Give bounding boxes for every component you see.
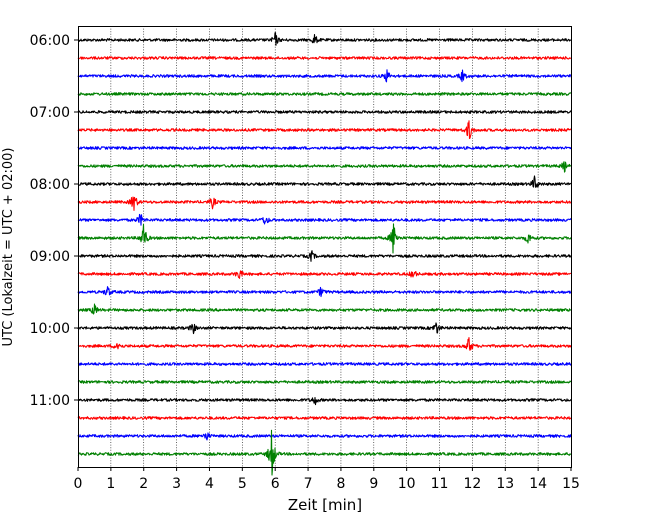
trace-1145 bbox=[77, 429, 572, 476]
y-axis-ticks: 06:00 07:00 08:00 09:00 10:00 11:00 bbox=[30, 33, 78, 409]
y-tick-label: 07:00 bbox=[30, 105, 70, 121]
y-axis-label: UTC (Lokalzeit = UTC + 02:00) bbox=[1, 148, 16, 347]
y-tick-label: 08:00 bbox=[30, 177, 70, 193]
trace-0930 bbox=[77, 286, 572, 298]
x-tick-label: 12 bbox=[463, 476, 481, 492]
x-tick-label: 5 bbox=[238, 476, 247, 492]
trace-1130 bbox=[77, 432, 572, 441]
trace-0800 bbox=[77, 175, 572, 188]
x-tick-label: 7 bbox=[304, 476, 313, 492]
trace-0715 bbox=[77, 120, 572, 140]
plot-frame bbox=[78, 26, 572, 468]
trace-0700 bbox=[77, 110, 572, 114]
trace-0900 bbox=[77, 250, 572, 262]
trace-0945 bbox=[77, 303, 572, 315]
y-tick-label: 10:00 bbox=[30, 321, 70, 337]
x-tick-label: 6 bbox=[271, 476, 280, 492]
trace-0915 bbox=[77, 270, 572, 279]
trace-1030 bbox=[77, 362, 572, 366]
trace-0830 bbox=[77, 213, 572, 226]
trace-1115 bbox=[77, 416, 572, 420]
trace-1100 bbox=[77, 396, 572, 406]
seismic-traces bbox=[77, 32, 572, 476]
trace-0845 bbox=[77, 223, 572, 254]
trace-1045 bbox=[77, 380, 572, 384]
x-tick-label: 8 bbox=[336, 476, 345, 492]
trace-0645 bbox=[77, 92, 572, 96]
trace-0815 bbox=[77, 196, 572, 211]
x-axis-ticks: 0 1 2 3 4 5 6 7 8 9 10 11 12 13 14 15 bbox=[74, 467, 580, 492]
trace-0730 bbox=[77, 146, 572, 150]
x-tick-label: 15 bbox=[562, 476, 580, 492]
x-tick-label: 14 bbox=[529, 476, 547, 492]
trace-1000 bbox=[77, 322, 572, 335]
x-tick-label: 2 bbox=[139, 476, 148, 492]
x-tick-label: 11 bbox=[431, 476, 449, 492]
grid-lines bbox=[110, 26, 539, 467]
trace-0615 bbox=[77, 56, 572, 60]
x-tick-label: 13 bbox=[496, 476, 514, 492]
trace-0745 bbox=[77, 161, 572, 173]
y-tick-label: 06:00 bbox=[30, 33, 70, 49]
x-tick-label: 3 bbox=[172, 476, 181, 492]
y-tick-label: 11:00 bbox=[30, 393, 70, 409]
x-tick-label: 0 bbox=[74, 476, 83, 492]
x-axis-label: Zeit [min] bbox=[288, 496, 362, 514]
trace-0630 bbox=[77, 69, 572, 83]
x-tick-label: 1 bbox=[106, 476, 115, 492]
x-tick-label: 10 bbox=[398, 476, 416, 492]
trace-1015 bbox=[77, 337, 572, 351]
trace-0600 bbox=[77, 32, 572, 46]
y-tick-label: 09:00 bbox=[30, 249, 70, 265]
x-tick-label: 4 bbox=[205, 476, 214, 492]
x-tick-label: 9 bbox=[369, 476, 378, 492]
